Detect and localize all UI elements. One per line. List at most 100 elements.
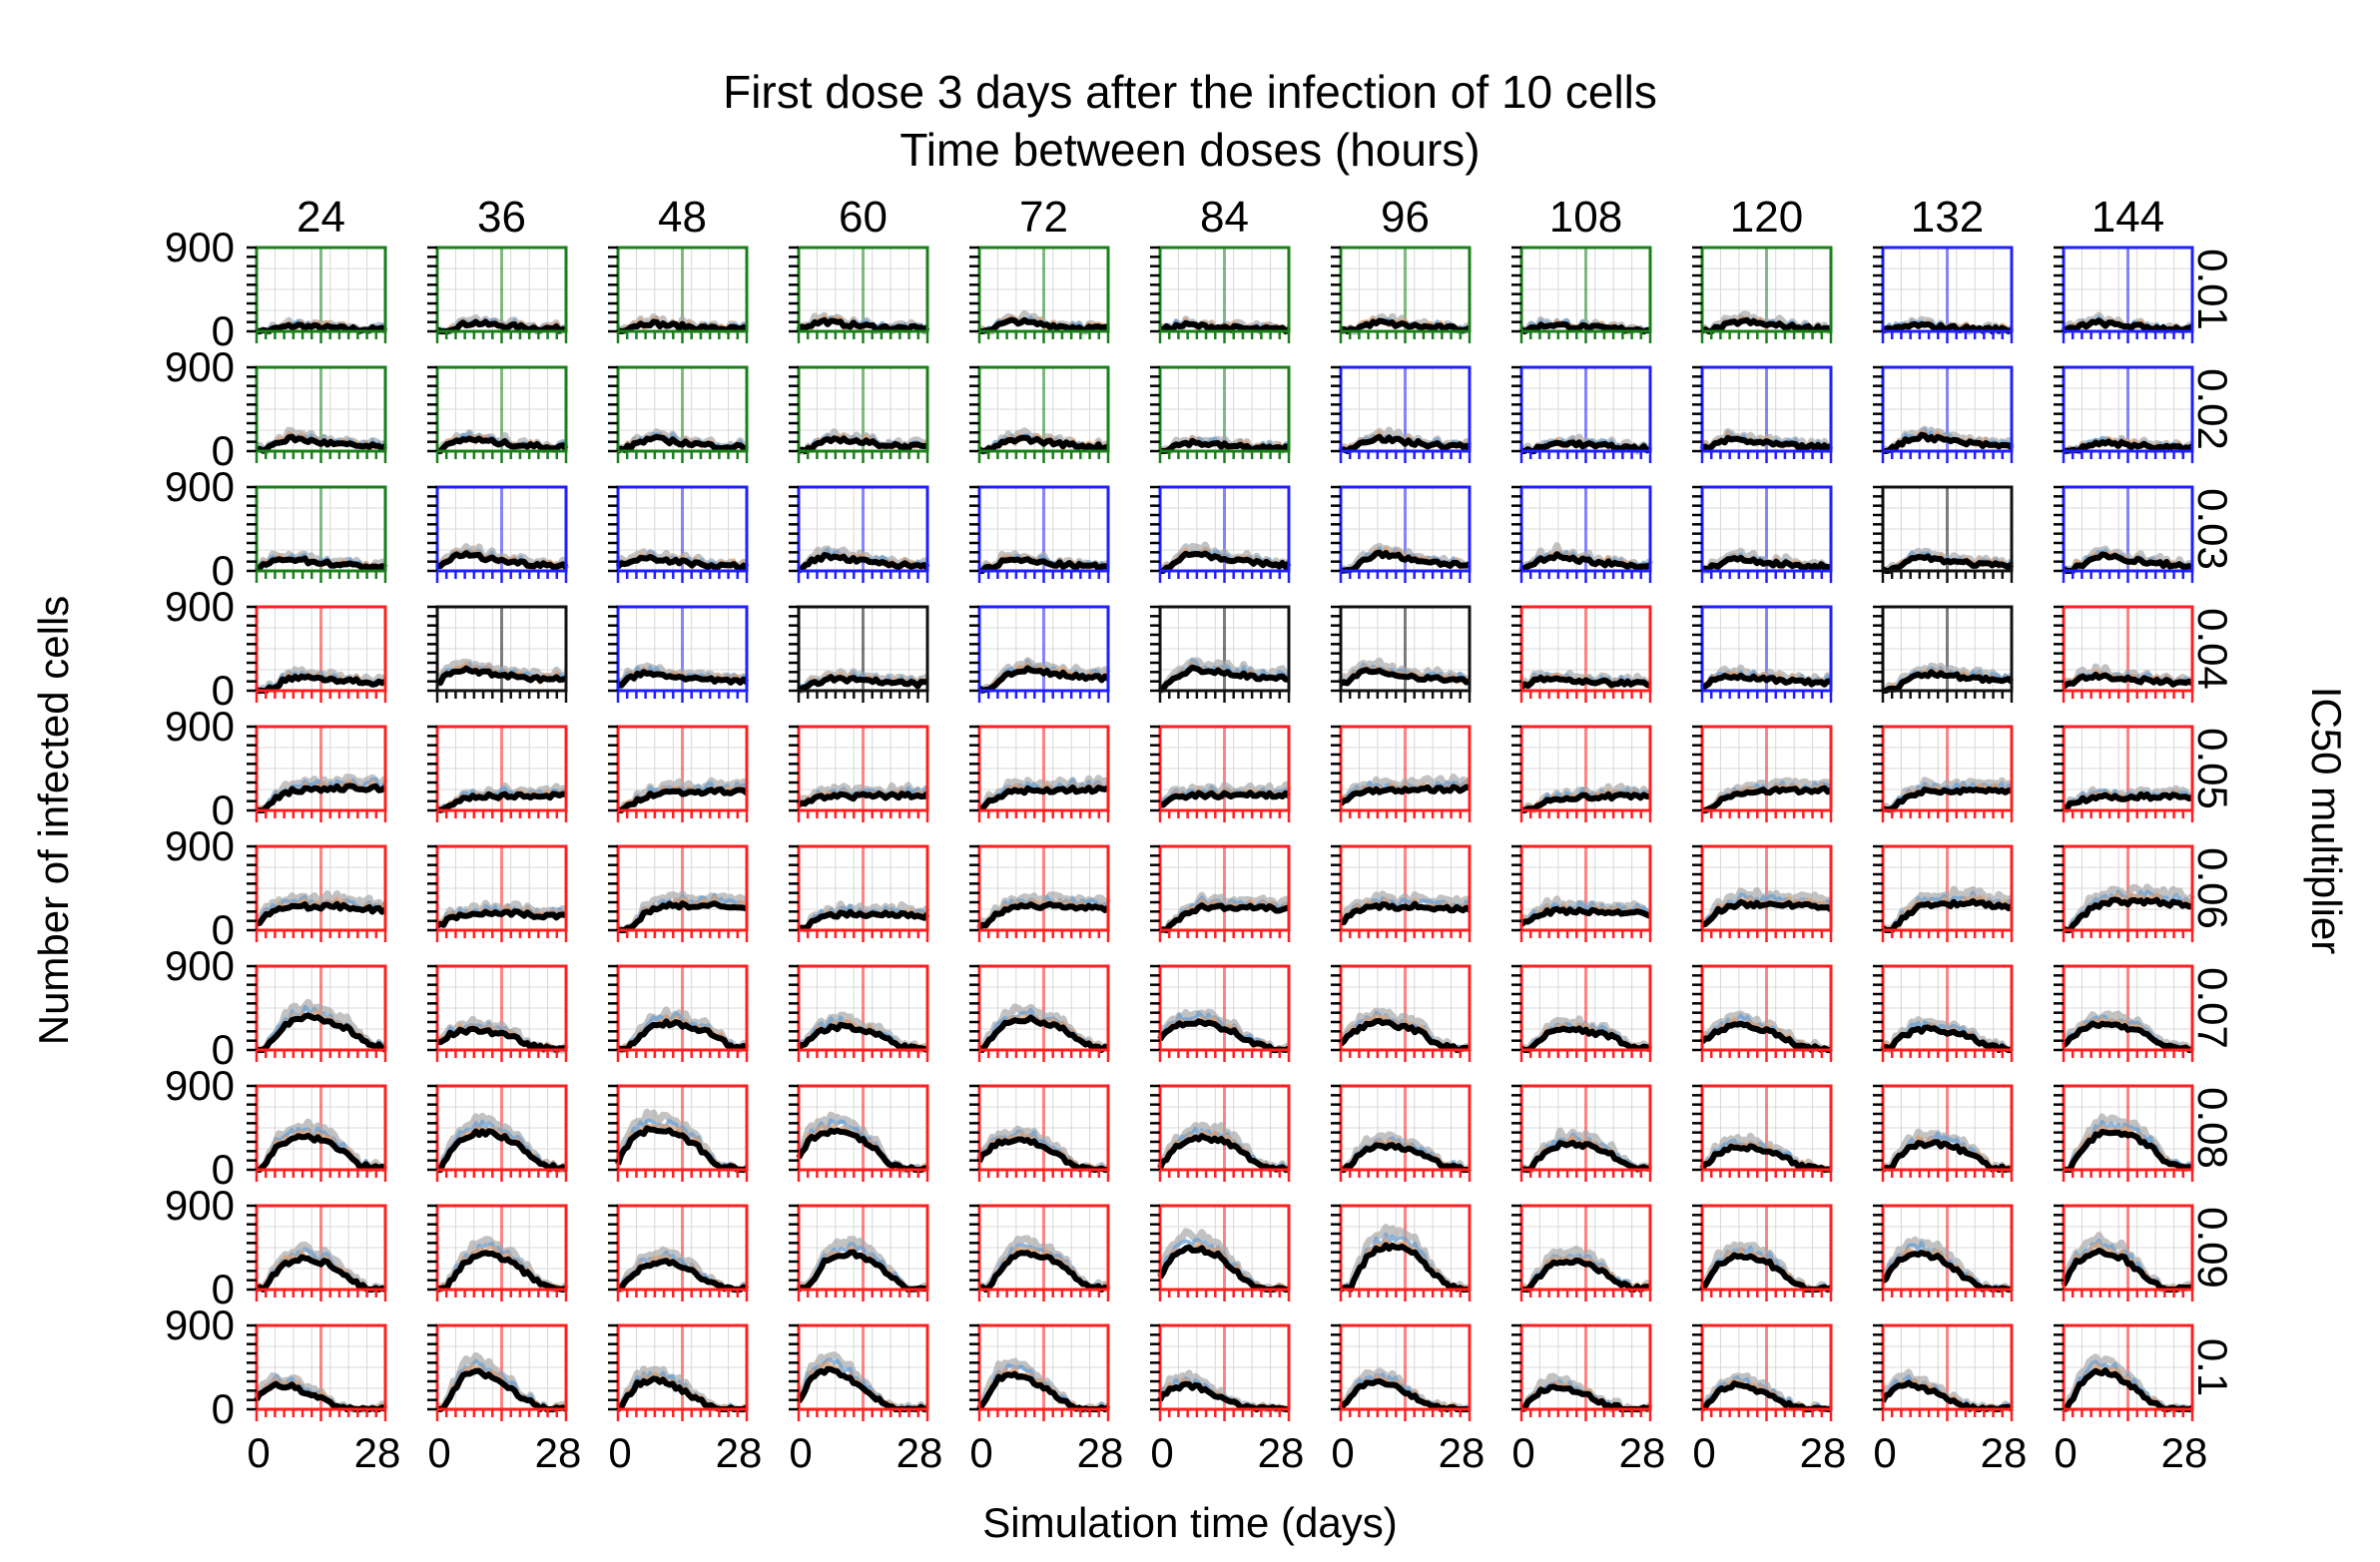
mean-line bbox=[1883, 669, 2015, 694]
panel-r3-c8 bbox=[1511, 485, 1654, 583]
panel-r9-c4 bbox=[789, 1204, 930, 1302]
y-minor-ticks bbox=[1331, 485, 1341, 573]
y-minor-ticks bbox=[608, 1084, 618, 1172]
panel-r10-c4 bbox=[789, 1323, 929, 1421]
x-minor-ticks bbox=[1881, 930, 2014, 942]
y-minor-ticks bbox=[969, 725, 979, 812]
panel-r10-c1 bbox=[247, 1323, 388, 1421]
column-header-24: 24 bbox=[297, 193, 345, 242]
y-minor-ticks bbox=[1150, 485, 1160, 573]
mean-line bbox=[615, 1125, 749, 1173]
y-minor-ticks bbox=[608, 964, 618, 1052]
y-minor-ticks bbox=[789, 365, 799, 453]
y-tick-label-900: 900 bbox=[165, 463, 235, 510]
panel-r3-c5 bbox=[969, 485, 1110, 583]
y-minor-ticks bbox=[1692, 246, 1702, 333]
panel-r4-c4 bbox=[789, 605, 930, 703]
x-minor-ticks bbox=[977, 1409, 1110, 1421]
x-minor-ticks bbox=[255, 930, 387, 942]
x-minor-ticks bbox=[2062, 930, 2194, 942]
x-minor-ticks bbox=[255, 1170, 387, 1182]
mean-line bbox=[615, 554, 749, 572]
y-minor-ticks bbox=[2054, 365, 2064, 453]
panel-r4-c9 bbox=[1692, 605, 1834, 703]
mean-line bbox=[257, 673, 386, 694]
x-minor-ticks bbox=[1881, 1170, 2014, 1182]
mean-line bbox=[979, 556, 1109, 574]
x-tick-label-0: 0 bbox=[969, 1429, 992, 1476]
x-minor-ticks bbox=[616, 571, 749, 583]
panel-r9-c6 bbox=[1150, 1204, 1291, 1302]
y-minor-ticks bbox=[969, 605, 979, 693]
x-minor-ticks bbox=[977, 331, 1110, 343]
x-tick-label-0: 0 bbox=[427, 1429, 450, 1476]
x-tick-label-0: 0 bbox=[1692, 1429, 1715, 1476]
panel-r7-c2 bbox=[427, 964, 569, 1062]
panel-r2-c3 bbox=[608, 365, 750, 463]
x-minor-ticks bbox=[435, 930, 568, 942]
panel-r6-c5 bbox=[969, 844, 1112, 942]
x-minor-ticks bbox=[1700, 1409, 1833, 1421]
x-minor-ticks bbox=[1158, 451, 1291, 463]
panel-r5-c4 bbox=[789, 725, 930, 822]
x-minor-ticks bbox=[2062, 691, 2194, 703]
x-minor-ticks bbox=[435, 1409, 568, 1421]
panel-r9-c7 bbox=[1331, 1204, 1472, 1302]
mean-line bbox=[1518, 675, 1651, 690]
row-label-0.05: 0.05 bbox=[2189, 728, 2236, 809]
y-minor-ticks bbox=[1511, 485, 1521, 573]
mean-line bbox=[1700, 672, 1832, 692]
y-minor-ticks bbox=[789, 485, 799, 573]
y-minor-ticks bbox=[608, 725, 618, 812]
y-tick-label-0: 0 bbox=[212, 1026, 235, 1073]
panel-r8-c6 bbox=[1150, 1084, 1291, 1182]
y-minor-ticks bbox=[2054, 605, 2064, 693]
y-minor-ticks bbox=[789, 246, 799, 333]
x-minor-ticks bbox=[797, 930, 929, 942]
x-minor-ticks bbox=[255, 331, 387, 343]
panel-r6-c7 bbox=[1331, 844, 1472, 942]
x-tick-label-0: 0 bbox=[1331, 1429, 1354, 1476]
x-tick-label-28: 28 bbox=[896, 1429, 943, 1476]
panel-r9-c10 bbox=[1873, 1204, 2014, 1302]
panel-r8-c2 bbox=[427, 1084, 568, 1182]
row-label-0.1: 0.1 bbox=[2189, 1338, 2236, 1396]
y-minor-ticks bbox=[1692, 365, 1702, 453]
panel-r5-c3 bbox=[608, 725, 750, 822]
spread-band bbox=[1338, 890, 1472, 925]
x-minor-ticks bbox=[1519, 1050, 1652, 1062]
mean-line bbox=[797, 790, 930, 808]
x-tick-label-0: 0 bbox=[1873, 1429, 1896, 1476]
y-minor-ticks bbox=[969, 1084, 979, 1172]
mean-line bbox=[2063, 438, 2194, 454]
panel-r5-c6 bbox=[1150, 725, 1293, 822]
y-minor-ticks bbox=[1150, 1084, 1160, 1172]
x-minor-ticks bbox=[616, 451, 749, 463]
y-minor-ticks bbox=[2054, 246, 2064, 333]
x-minor-ticks bbox=[1700, 451, 1833, 463]
panel-r4-c6 bbox=[1150, 605, 1291, 703]
mean-line bbox=[1883, 431, 2014, 454]
mean-line bbox=[1341, 433, 1472, 454]
x-minor-ticks bbox=[1881, 331, 2014, 343]
y-minor-ticks bbox=[1692, 1323, 1702, 1411]
x-minor-ticks bbox=[1519, 1409, 1652, 1421]
x-minor-ticks bbox=[1158, 1050, 1291, 1062]
y-tick-label-0: 0 bbox=[212, 427, 235, 474]
x-minor-ticks bbox=[2062, 331, 2194, 343]
x-minor-ticks bbox=[1700, 930, 1833, 942]
y-minor-ticks bbox=[247, 844, 257, 932]
x-minor-ticks bbox=[616, 930, 749, 942]
x-minor-ticks bbox=[1700, 571, 1833, 583]
y-minor-ticks bbox=[2054, 1204, 2064, 1292]
panel-r10-c5 bbox=[969, 1323, 1111, 1421]
mean-line bbox=[1520, 790, 1651, 813]
y-minor-ticks bbox=[427, 365, 437, 453]
y-minor-ticks bbox=[608, 246, 618, 333]
x-minor-ticks bbox=[435, 1290, 568, 1302]
y-minor-ticks bbox=[427, 1323, 437, 1411]
y-minor-ticks bbox=[789, 1204, 799, 1292]
x-minor-ticks bbox=[2062, 1290, 2194, 1302]
x-minor-ticks bbox=[1881, 1290, 2014, 1302]
x-tick-label-0: 0 bbox=[608, 1429, 631, 1476]
